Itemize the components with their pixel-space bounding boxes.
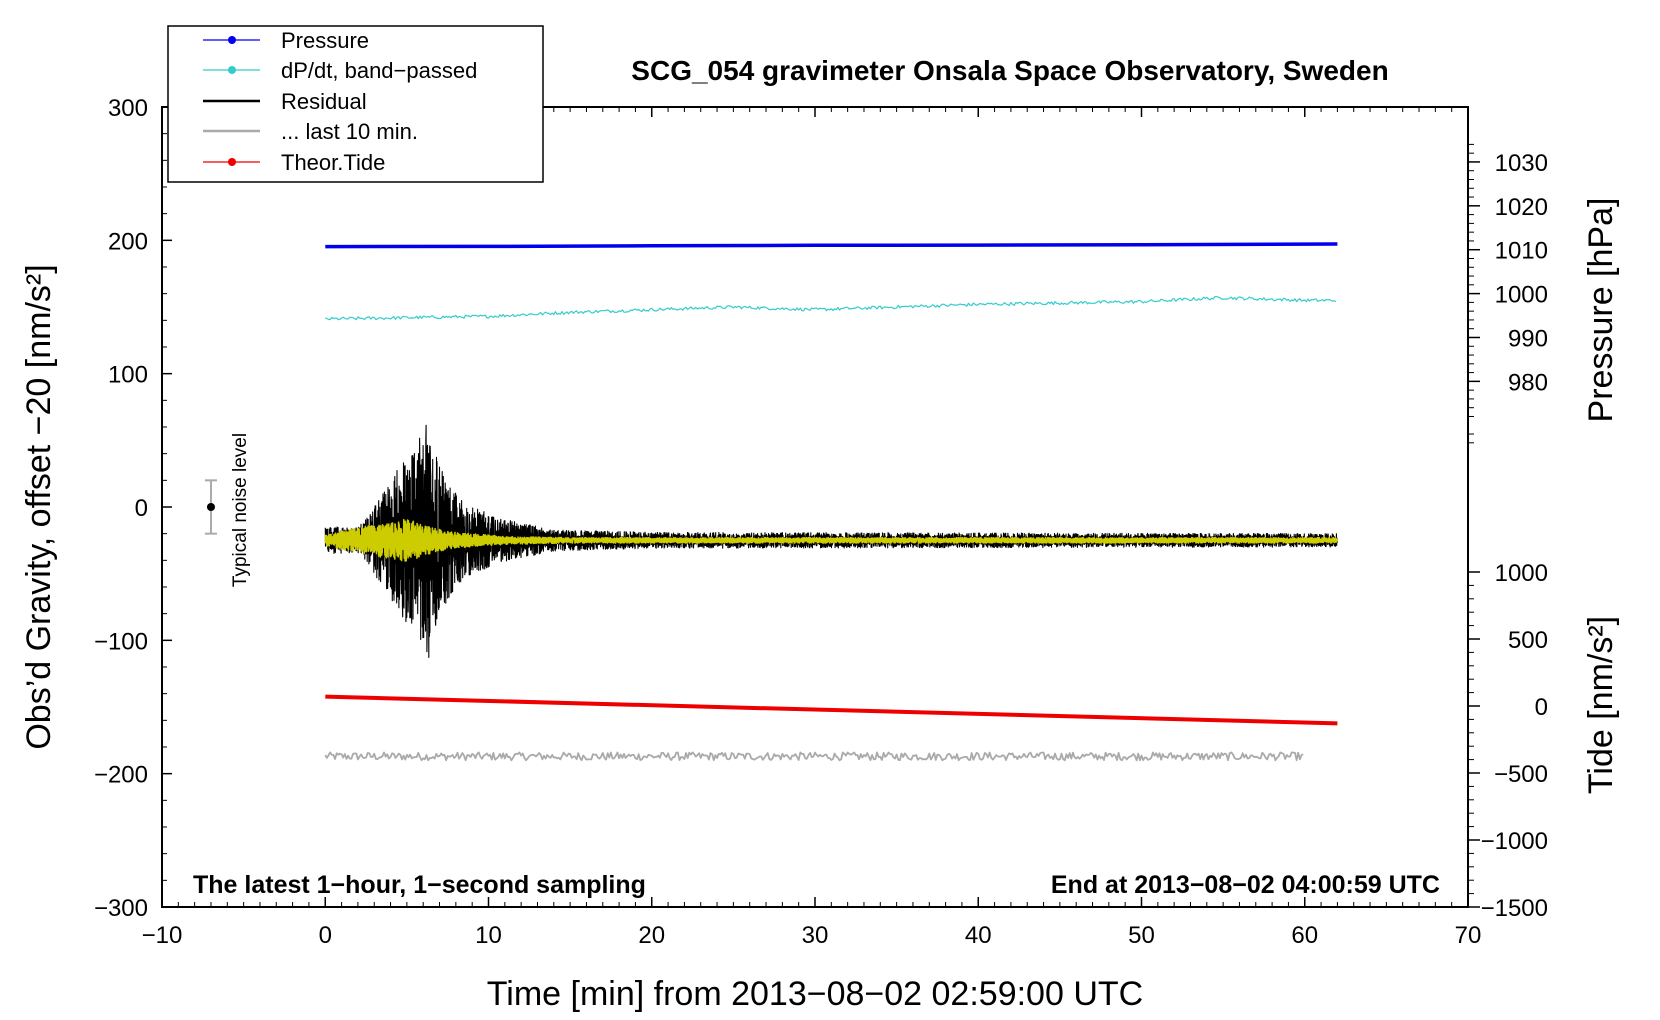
legend-swatches <box>203 36 260 166</box>
y-tick-label: 100 <box>108 362 148 389</box>
x-tick-label: 40 <box>965 922 992 949</box>
noise-bar-group <box>204 479 217 535</box>
y-axis-label: Obs’d Gravity, offset −20 [nm/s²] <box>20 264 58 749</box>
x-tick-label: 60 <box>1291 922 1318 949</box>
series-line-pressure <box>325 242 1338 249</box>
annotation-end-time: End at 2013−08−02 04:00:59 UTC <box>1051 871 1440 899</box>
tide-tick-label: 0 <box>1535 694 1548 721</box>
noise-level-label: Typical noise level <box>230 433 251 587</box>
series-line-theor-tide <box>325 694 1338 726</box>
x-tick-label: 20 <box>638 922 665 949</box>
pressure-tick-label: 1010 <box>1495 238 1548 265</box>
pressure-axis-label: Pressure [hPa] <box>1582 198 1620 423</box>
tide-tick-label: −1500 <box>1481 895 1548 922</box>
chart-title: SCG_054 gravimeter Onsala Space Observat… <box>631 55 1388 86</box>
legend-label-pressure: Pressure <box>281 28 369 53</box>
legend-marker-theor-tide <box>228 158 236 166</box>
x-tick-label: 50 <box>1128 922 1155 949</box>
tick-layer: −10 0 10 20 30 40 50 60 70−300−200−1000100200300… <box>94 95 1548 949</box>
y-tick-label: −100 <box>94 628 148 655</box>
legend-box <box>167 25 544 183</box>
legend-label-tide: Theor.Tide <box>281 150 385 175</box>
y-tick-label: 300 <box>108 95 148 122</box>
tide-axis-label: Tide [nm/s²] <box>1582 616 1620 794</box>
x-tick-label: −10 <box>142 922 183 949</box>
y-tick-label: −300 <box>94 895 148 922</box>
legend: Pressure dP/dt, band−passed Residual ...… <box>167 25 544 183</box>
pressure-tick-label: 980 <box>1508 369 1548 396</box>
legend-label-residual: Residual <box>281 89 367 114</box>
legend-marker-dp-dt-band-passed <box>228 66 236 74</box>
y-tick-label: 200 <box>108 228 148 255</box>
tide-tick-label: 500 <box>1508 627 1548 654</box>
pressure-tick-label: 990 <box>1508 325 1548 352</box>
y-tick-label: −200 <box>94 762 148 789</box>
x-axis-label: Time [min] from 2013−08−02 02:59:00 UTC <box>487 975 1143 1013</box>
y-tick-label: 0 <box>135 495 148 522</box>
noise-bar-center <box>206 503 215 511</box>
legend-label-dpdt: dP/dt, band−passed <box>281 58 477 83</box>
tide-tick-label: 1000 <box>1495 560 1548 587</box>
tide-tick-label: −1000 <box>1481 828 1548 855</box>
legend-label-last10: ... last 10 min. <box>281 119 418 144</box>
series-layer <box>324 242 1338 762</box>
series-line-dp-dt-band-passed <box>325 295 1337 321</box>
series-line-residual-filtered <box>324 518 1338 562</box>
pressure-tick-label: 1000 <box>1495 282 1548 309</box>
x-tick-label: 10 <box>475 922 502 949</box>
series-line-last-10-min <box>324 751 1304 762</box>
x-tick-label: 0 <box>319 922 332 949</box>
legend-marker-pressure <box>228 36 236 44</box>
x-tick-label: 30 <box>802 922 829 949</box>
tide-tick-label: −500 <box>1494 761 1548 788</box>
pressure-tick-label: 1030 <box>1495 150 1548 177</box>
x-tick-label: 70 <box>1455 922 1482 949</box>
pressure-tick-label: 1020 <box>1495 194 1548 221</box>
annotation-sampling: The latest 1−hour, 1−second sampling <box>193 871 646 899</box>
